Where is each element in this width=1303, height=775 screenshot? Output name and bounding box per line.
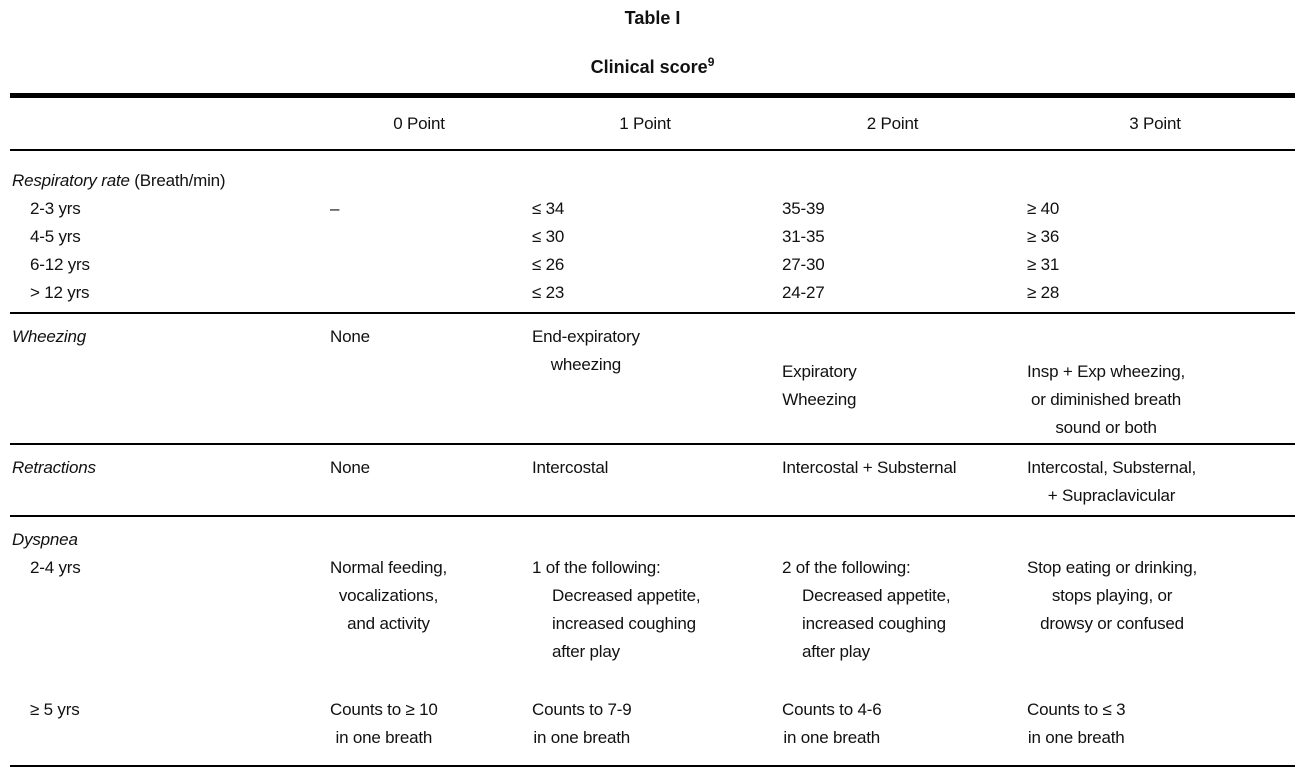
header-3-point: 3 Point: [1129, 113, 1181, 133]
age-label: 2-3 yrs: [30, 199, 81, 218]
table-row-age-4-5: 4-5 yrs ≤ 30 31-35 ≥ 36: [10, 223, 1295, 251]
empty-cell: [770, 167, 1015, 195]
subtitle-text: Clinical score: [590, 57, 708, 77]
age-label: ≥ 5 yrs: [30, 700, 80, 719]
cell-0pt: [318, 251, 520, 279]
row-label-retractions: Retractions: [10, 454, 318, 515]
paper-table-figure: Table I Clinical score9 0 Point 1 Point …: [10, 8, 1295, 767]
header-rule: [10, 149, 1295, 151]
row-label-respiratory-rate: Respiratory rate (Breath/min): [10, 167, 318, 195]
dyspnea-label: Dyspnea: [12, 530, 78, 549]
retractions-label: Retractions: [12, 458, 96, 477]
header-1-point: 1 Point: [619, 113, 671, 133]
table-row-age-2-3: 2-3 yrs – ≤ 34 35-39 ≥ 40: [10, 195, 1295, 223]
age-label: 6-12 yrs: [30, 255, 90, 274]
row-label-dyspnea: Dyspnea: [10, 526, 1295, 554]
row-label-wheezing: Wheezing: [10, 323, 318, 443]
table-number-title: Table I: [624, 8, 681, 28]
table-row-dyspnea-2-4: 2-4 yrs Normal feeding, vocalizations, and…: [10, 554, 1295, 666]
cell-1pt: Intercostal: [532, 458, 609, 477]
subtitle-reference-superscript: 9: [707, 55, 715, 69]
empty-cell: [318, 167, 520, 195]
cell-3pt: Insp + Exp wheezing, or diminished breath…: [1027, 362, 1186, 437]
section-dyspnea: Dyspnea 2-4 yrs Normal feeding, vocalizat…: [10, 517, 1295, 765]
section-respiratory-rate: Respiratory rate (Breath/min) 2-3 yrs – …: [10, 151, 1295, 312]
cell-3pt: Stop eating or drinking, stops playing, o…: [1027, 558, 1198, 633]
cell-3pt: ≥ 28: [1027, 283, 1060, 302]
cell-1pt: End-expiratory wheezing: [532, 327, 640, 374]
cell-0pt: –: [330, 199, 340, 218]
empty-cell: [1015, 167, 1295, 195]
cell-2pt: Expiratory Wheezing: [782, 362, 857, 409]
cell-0pt: Counts to ≥ 10 in one breath: [330, 700, 438, 747]
cell-2pt: 27-30: [782, 255, 825, 274]
cell-3pt: ≥ 40: [1027, 199, 1060, 218]
cell-0pt: [318, 223, 520, 251]
cell-0pt: None: [330, 327, 370, 346]
respiratory-rate-unit: (Breath/min): [129, 171, 226, 190]
respiratory-label-row: Respiratory rate (Breath/min): [10, 167, 1295, 195]
table-row-dyspnea-5plus: ≥ 5 yrs Counts to ≥ 10 in one breath Coun…: [10, 696, 1295, 752]
age-label: 2-4 yrs: [30, 558, 81, 577]
cell-0pt: None: [330, 458, 370, 477]
cell-1pt: Counts to 7-9 in one breath: [532, 700, 632, 747]
header-row: 0 Point 1 Point 2 Point 3 Point: [10, 98, 1295, 149]
table-subtitle: Clinical score9: [10, 55, 1295, 78]
cell-2pt: 35-39: [782, 199, 825, 218]
cell-2pt: 31-35: [782, 227, 825, 246]
cell-2pt: Counts to 4-6 in one breath: [782, 700, 882, 747]
header-0-point: 0 Point: [393, 113, 445, 133]
age-label: > 12 yrs: [30, 283, 90, 302]
cell-1pt: ≤ 26: [532, 255, 565, 274]
cell-0pt: [318, 279, 520, 307]
empty-cell: [520, 167, 770, 195]
table-row-age-6-12: 6-12 yrs ≤ 26 27-30 ≥ 31: [10, 251, 1295, 279]
section-rule: [10, 312, 1295, 314]
cell-0pt: Normal feeding, vocalizations, and activit…: [330, 558, 448, 633]
cell-2pt: 24-27: [782, 283, 825, 302]
cell-2pt: 2 of the following: Decreased appetite, in…: [782, 558, 951, 661]
wheezing-label: Wheezing: [12, 327, 86, 346]
cell-1pt: ≤ 23: [532, 283, 565, 302]
top-rule: [10, 93, 1295, 98]
cell-3pt: Intercostal, Substernal, + Supraclavicula…: [1027, 458, 1197, 505]
cell-1pt: 1 of the following: Decreased appetite, in…: [532, 558, 701, 661]
table-row-retractions: Retractions None Intercostal Intercostal…: [10, 445, 1295, 515]
section-rule: [10, 515, 1295, 517]
section-rule: [10, 443, 1295, 445]
cell-3pt: ≥ 36: [1027, 227, 1060, 246]
cell-3pt: Counts to ≤ 3 in one breath: [1027, 700, 1126, 747]
header-2-point: 2 Point: [866, 113, 919, 133]
cell-1pt: ≤ 30: [532, 227, 565, 246]
table-row-wheezing: Wheezing None End-expiratory wheezing Exp…: [10, 314, 1295, 443]
cell-2pt: Intercostal + Substernal: [782, 458, 957, 477]
table-row-age-over-12: > 12 yrs ≤ 23 24-27 ≥ 28: [10, 279, 1295, 307]
cell-1pt: ≤ 34: [532, 199, 565, 218]
bottom-rule: [10, 765, 1295, 767]
cell-3pt: ≥ 31: [1027, 255, 1060, 274]
respiratory-rate-label: Respiratory rate: [12, 171, 130, 190]
age-label: 4-5 yrs: [30, 227, 81, 246]
